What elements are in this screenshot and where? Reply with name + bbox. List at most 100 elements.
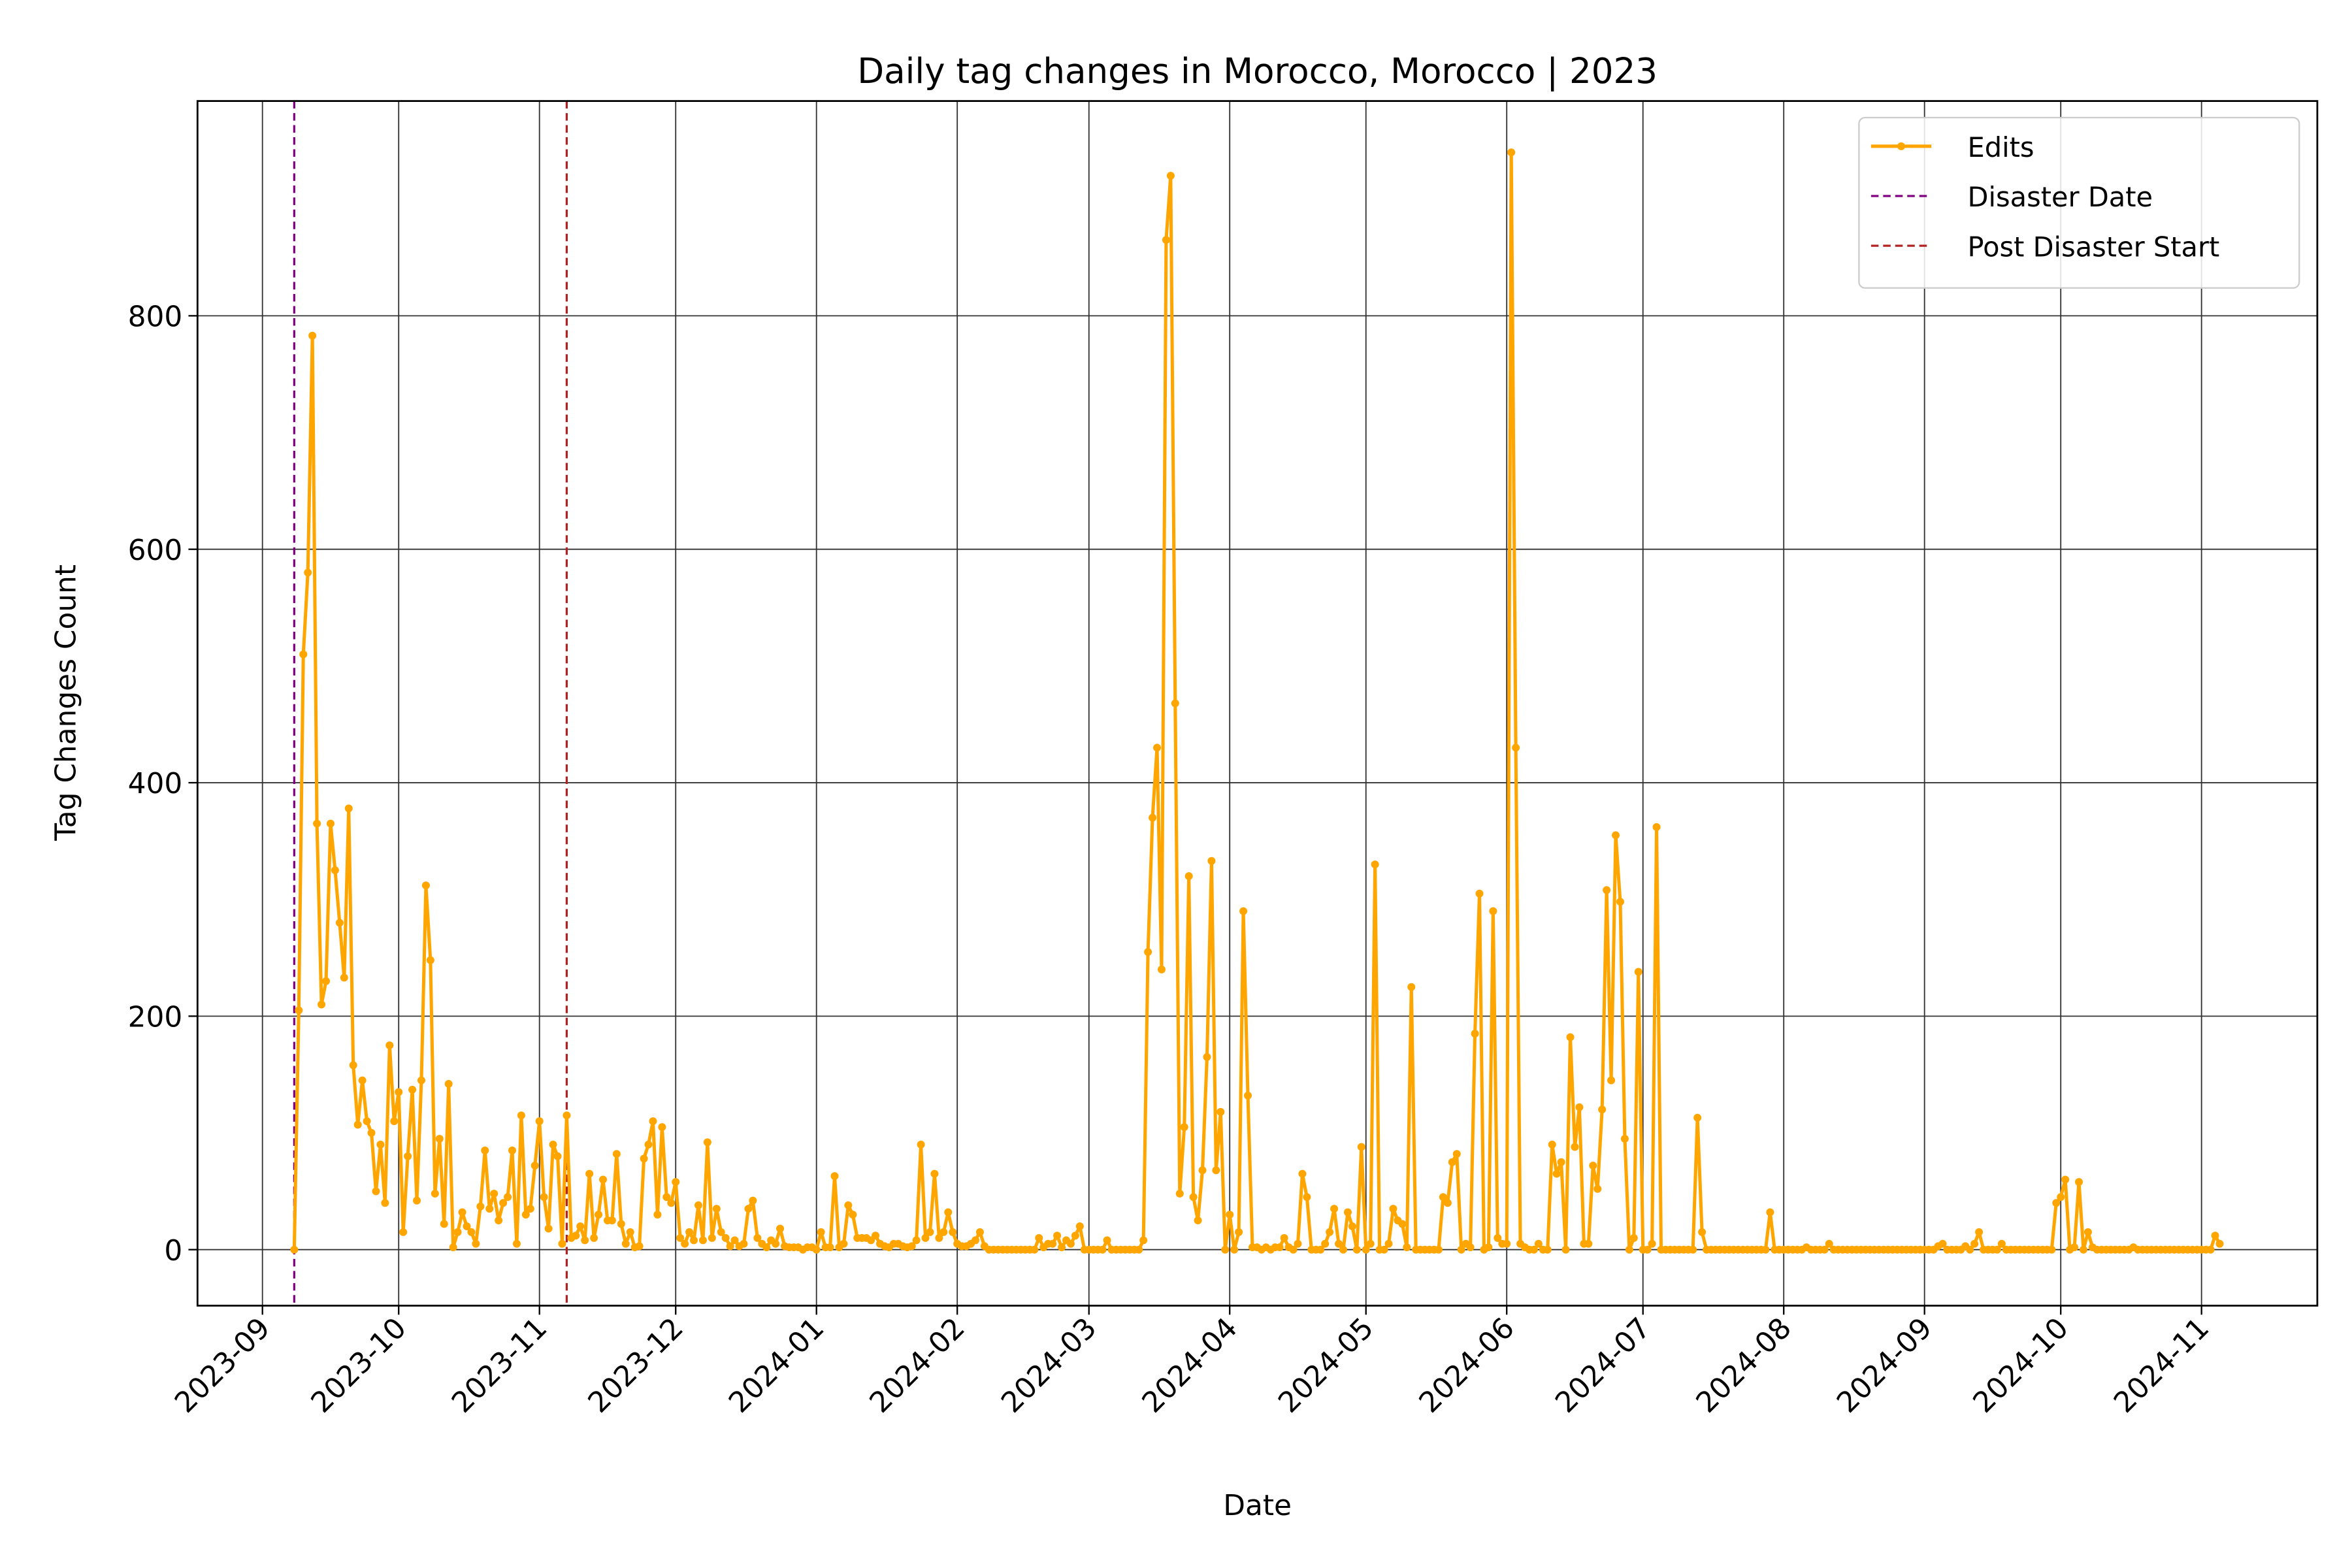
data-point xyxy=(1593,1184,1602,1193)
data-point xyxy=(1230,1245,1239,1254)
data-point xyxy=(499,1199,508,1207)
data-point xyxy=(872,1232,880,1240)
data-point xyxy=(1489,907,1497,915)
data-point xyxy=(1603,886,1611,894)
data-point xyxy=(1571,1143,1579,1151)
data-point xyxy=(1275,1243,1284,1252)
data-point xyxy=(376,1140,385,1149)
data-point xyxy=(826,1243,834,1252)
data-point xyxy=(531,1162,539,1170)
data-point xyxy=(481,1146,489,1154)
data-point xyxy=(322,977,331,985)
data-point xyxy=(1171,699,1179,708)
data-point xyxy=(1212,1166,1220,1175)
data-point xyxy=(1298,1169,1307,1178)
data-point xyxy=(817,1228,825,1236)
data-point xyxy=(776,1224,785,1233)
data-point xyxy=(694,1201,702,1209)
data-point xyxy=(1189,1193,1198,1201)
data-point xyxy=(1180,1123,1188,1132)
data-point xyxy=(1194,1217,1202,1225)
data-point xyxy=(1035,1233,1043,1242)
data-point xyxy=(372,1187,380,1196)
data-point xyxy=(1366,1239,1375,1248)
data-point xyxy=(495,1217,503,1225)
data-point xyxy=(2052,1199,2061,1207)
data-point xyxy=(1566,1033,1575,1041)
data-point xyxy=(1362,1245,1370,1254)
data-point xyxy=(1820,1245,1829,1254)
data-point xyxy=(521,1211,530,1219)
data-point xyxy=(467,1228,476,1236)
data-point xyxy=(1825,1239,1833,1248)
data-point xyxy=(1384,1239,1393,1248)
data-point xyxy=(1620,1134,1629,1143)
data-point xyxy=(1217,1107,1225,1116)
data-point xyxy=(1343,1208,1352,1217)
data-point xyxy=(558,1239,566,1248)
data-point xyxy=(590,1233,598,1242)
data-point xyxy=(304,568,312,577)
data-point xyxy=(318,1000,326,1009)
chart-title: Daily tag changes in Morocco, Morocco | … xyxy=(857,51,1658,91)
data-point xyxy=(413,1196,421,1205)
data-point xyxy=(1244,1091,1252,1100)
data-point xyxy=(749,1196,757,1205)
data-point xyxy=(435,1134,444,1143)
data-point xyxy=(1938,1239,1947,1248)
data-point xyxy=(1371,860,1379,869)
data-point xyxy=(404,1152,412,1160)
data-point xyxy=(658,1123,666,1132)
data-point xyxy=(971,1236,979,1245)
data-point xyxy=(449,1243,457,1252)
data-point xyxy=(667,1199,676,1207)
data-point xyxy=(1598,1105,1607,1114)
data-point xyxy=(1198,1166,1207,1175)
data-point xyxy=(2206,1245,2215,1254)
data-point xyxy=(1303,1193,1311,1201)
data-point xyxy=(1066,1239,1075,1248)
data-point xyxy=(363,1117,371,1126)
data-point xyxy=(1339,1245,1347,1254)
data-point xyxy=(1466,1243,1475,1252)
data-point xyxy=(326,819,335,828)
data-point xyxy=(930,1169,939,1178)
y-axis-label: Tag Changes Count xyxy=(49,564,82,841)
data-point xyxy=(540,1193,548,1201)
data-point xyxy=(1534,1239,1543,1248)
data-point xyxy=(1970,1239,1979,1248)
data-point xyxy=(340,973,348,982)
data-point xyxy=(385,1041,394,1050)
data-point xyxy=(1529,1245,1538,1254)
data-point xyxy=(313,819,321,828)
data-point xyxy=(444,1079,453,1088)
data-point xyxy=(1326,1228,1334,1236)
data-point xyxy=(453,1228,462,1236)
data-point xyxy=(717,1228,725,1236)
data-point xyxy=(681,1239,689,1248)
data-point xyxy=(1398,1220,1407,1228)
data-point xyxy=(581,1236,589,1245)
data-point xyxy=(1966,1245,1974,1254)
data-point xyxy=(517,1111,525,1120)
data-point xyxy=(440,1220,448,1228)
data-point xyxy=(421,881,430,890)
data-point xyxy=(1389,1205,1397,1213)
data-point xyxy=(703,1138,711,1147)
data-point xyxy=(935,1233,943,1242)
data-point xyxy=(1439,1193,1447,1201)
data-point xyxy=(463,1222,471,1230)
data-point xyxy=(1475,889,1484,898)
data-point xyxy=(353,1120,362,1129)
legend-marker xyxy=(1897,142,1905,150)
data-point xyxy=(1693,1113,1702,1122)
data-point xyxy=(1157,965,1166,973)
data-point xyxy=(1434,1245,1443,1254)
data-point xyxy=(1235,1228,1243,1236)
y-tick-label: 400 xyxy=(128,767,183,800)
data-point xyxy=(408,1085,417,1094)
data-point xyxy=(912,1236,921,1245)
data-point xyxy=(849,1211,857,1219)
data-point xyxy=(1175,1189,1184,1198)
